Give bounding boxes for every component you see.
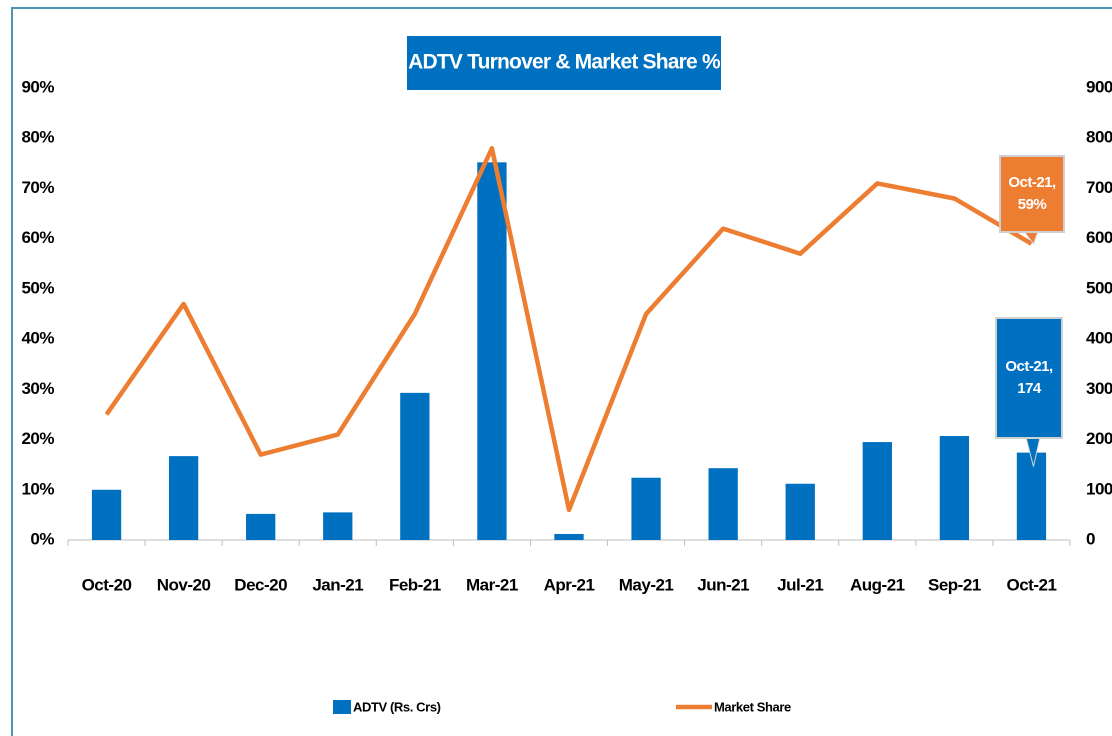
callout-box: [995, 317, 1063, 439]
y2-tick-label: 300: [1086, 379, 1112, 398]
bar: [477, 162, 507, 540]
legend-label: ADTV (Rs. Crs): [353, 699, 441, 714]
y-tick-label: 40%: [21, 329, 54, 348]
callout-text: 59%: [1018, 196, 1047, 213]
x-tick-label: Jun-21: [697, 575, 749, 594]
y-tick-label: 30%: [21, 379, 54, 398]
x-tick-label: Jul-21: [777, 575, 823, 594]
bar: [323, 512, 353, 540]
x-tick-label: Apr-21: [544, 575, 595, 594]
x-tick-label: Sep-21: [928, 575, 981, 594]
title-box: [407, 36, 721, 90]
x-tick-label: Nov-20: [157, 575, 211, 594]
bar: [862, 442, 892, 540]
y2-tick-label: 100: [1086, 479, 1112, 498]
bar: [554, 533, 584, 540]
x-tick-label: Dec-20: [234, 575, 287, 594]
x-tick-label: May-21: [619, 575, 674, 594]
bar: [168, 456, 199, 540]
chart-border: [11, 7, 1112, 736]
legend-swatch: [333, 700, 351, 714]
bar: [91, 489, 122, 540]
y2-tick-label: 600: [1086, 228, 1112, 247]
x-tick-label: Aug-21: [850, 575, 905, 594]
callout-text: Oct-21,: [1005, 358, 1053, 375]
bar: [785, 483, 815, 540]
callout-text: Oct-21,: [1008, 174, 1056, 191]
y2-tick-label: 500: [1086, 278, 1112, 297]
y2-tick-label: 200: [1086, 429, 1112, 448]
y2-tick-label: 400: [1086, 329, 1112, 348]
y-tick-label: 80%: [21, 128, 54, 147]
callout-box: [999, 155, 1065, 233]
y-tick-label: 60%: [21, 228, 54, 247]
x-tick-label: Oct-21: [1007, 575, 1057, 594]
bar: [939, 436, 970, 540]
x-tick-label: Feb-21: [389, 575, 441, 594]
chart-title: ADTV Turnover & Market Share %: [408, 51, 721, 74]
y2-tick-label: 800: [1086, 128, 1112, 147]
y-tick-label: 0%: [30, 529, 54, 548]
y2-tick-label: 700: [1086, 178, 1112, 197]
bar: [631, 477, 661, 540]
y-tick-label: 20%: [21, 429, 54, 448]
legend-label: Market Share: [714, 699, 791, 714]
x-tick-label: Jan-21: [312, 575, 363, 594]
y-tick-label: 90%: [21, 77, 54, 96]
bar: [246, 513, 276, 540]
x-tick-label: Mar-21: [466, 575, 518, 594]
x-tick-label: Oct-20: [82, 575, 132, 594]
callout-text: 174: [1017, 380, 1042, 397]
y-tick-label: 70%: [21, 178, 54, 197]
line: [104, 146, 1033, 513]
bar: [1016, 452, 1047, 540]
bar: [708, 468, 738, 540]
y-tick-label: 10%: [21, 479, 54, 498]
bar: [400, 392, 430, 540]
y-tick-label: 50%: [21, 278, 54, 297]
y2-tick-label: 900: [1086, 77, 1112, 96]
y2-tick-label: 0: [1086, 529, 1095, 548]
